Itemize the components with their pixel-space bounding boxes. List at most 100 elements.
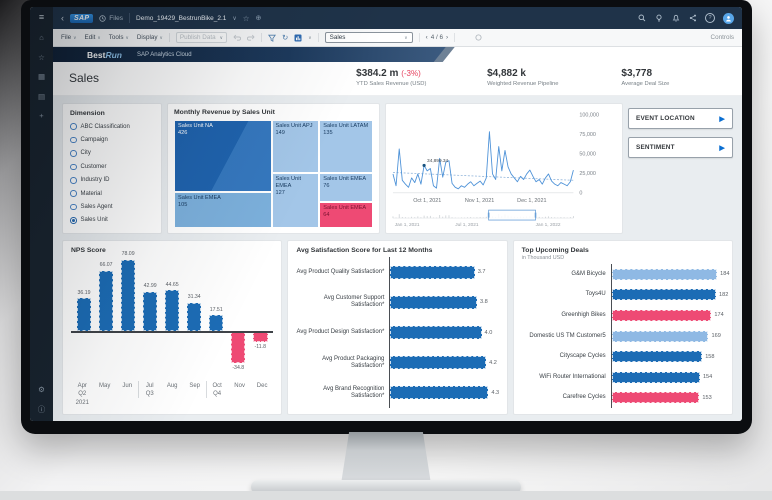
bar[interactable] <box>611 268 718 280</box>
nps-bar[interactable] <box>230 331 246 364</box>
nps-bar-group-jul[interactable]: 42.99 <box>139 258 161 380</box>
bar[interactable] <box>611 330 709 342</box>
nps-bar[interactable] <box>186 302 202 332</box>
chart-type-icon[interactable] <box>294 34 302 42</box>
share-icon[interactable] <box>688 14 697 23</box>
info-icon[interactable]: ⓘ <box>37 404 46 414</box>
dimension-option-sales-agent[interactable]: Sales Agent <box>70 200 154 213</box>
action-button-sentiment[interactable]: SENTIMENT ▶ <box>628 137 733 158</box>
bar[interactable] <box>390 356 487 370</box>
filter-icon[interactable] <box>267 34 276 42</box>
chevron-down-icon[interactable]: ∨ <box>308 34 312 40</box>
nps-chart[interactable]: 36.19 66.07 78.09 42.99 44.65 31.34 17.51 -34.8… <box>71 251 274 380</box>
action-button-event-location[interactable]: EVENT LOCATION ▶ <box>628 108 733 129</box>
nps-bar[interactable] <box>252 331 268 343</box>
bar[interactable] <box>390 386 489 400</box>
document-icon[interactable]: ▤ <box>37 91 46 101</box>
menu-icon[interactable]: ≡ <box>38 12 45 22</box>
bar[interactable] <box>611 392 700 404</box>
lightbulb-icon[interactable] <box>654 14 663 23</box>
kpi-weighted-revenue-pipeline[interactable]: $4,882 k Weighted Revenue Pipeline <box>487 68 559 87</box>
title-caret-icon[interactable]: ∨ <box>232 15 237 22</box>
nps-bar-group-aug[interactable]: 44.65 <box>161 258 183 380</box>
bar[interactable] <box>611 309 712 321</box>
bar-row-avg-customer-support-satisfaction[interactable]: Avg Customer Support Satisfaction* 3.8 <box>296 287 498 318</box>
satisfaction-chart[interactable]: Avg Product Quality Satisfaction* 3.7 Avg … <box>296 257 499 409</box>
bar[interactable] <box>390 326 482 339</box>
bar-row-avg-brand-recognition-satisfaction[interactable]: Avg Brand Recognition Satisfaction* 4.3 <box>296 377 499 409</box>
nps-bar-group-dec[interactable]: -11.8 <box>249 258 271 380</box>
home-icon[interactable]: ⌂ <box>39 33 44 42</box>
dimension-option-abc-classification[interactable]: ABC Classification <box>70 120 154 133</box>
kpi-ytd-sales-revenue[interactable]: $384.2 m (-3%) YTD Sales Revenue (USD) <box>356 68 427 87</box>
treemap-chart[interactable]: Sales Unit NA 426 Sales Unit EMEA 105 Sales … <box>174 120 373 228</box>
nps-bar[interactable] <box>120 259 136 332</box>
undo-icon[interactable] <box>233 34 241 41</box>
add-icon[interactable]: + <box>39 111 44 120</box>
treemap-node-sales-unit-emea[interactable]: Sales Unit EMEA 127 <box>271 172 320 228</box>
menu-display[interactable]: Display ∨ <box>137 34 163 41</box>
treemap-node-sales-unit-na[interactable]: Sales Unit NA 426 <box>174 120 272 193</box>
search-icon[interactable] <box>637 14 646 23</box>
dimension-option-industry-id[interactable]: Industry ID <box>70 174 154 187</box>
deals-chart[interactable]: G&M Bicycle 184 Toys4U 182 Greenhigh Bikes 17… <box>522 264 729 409</box>
nps-bar-group-oct[interactable]: 17.51 <box>205 258 227 380</box>
nps-bar-group-nov[interactable]: -34.8 <box>227 258 249 380</box>
nps-bar[interactable] <box>76 298 92 332</box>
bar-row-domestic-us-tm-customer5[interactable]: Domestic US TM Customer5 169 <box>522 325 724 347</box>
back-icon[interactable]: ‹ <box>61 13 64 23</box>
redo-icon[interactable] <box>246 34 255 41</box>
nps-bar[interactable] <box>98 270 114 332</box>
time-range-brush[interactable] <box>488 209 536 221</box>
nps-bar[interactable] <box>142 291 158 332</box>
treemap-node-sales-unit-emea[interactable]: Sales Unit EMEA 64 <box>319 202 373 228</box>
bar-row-toys4u[interactable]: Toys4U 182 <box>522 284 728 306</box>
bar-row-wifi-router-international[interactable]: WiFi Router International 154 <box>522 366 724 388</box>
menu-tools[interactable]: Tools ∨ <box>109 34 129 41</box>
treemap-node-sales-unit-emea[interactable]: Sales Unit EMEA 105 <box>174 192 272 228</box>
dimension-option-sales-unit[interactable]: Sales Unit <box>70 214 154 227</box>
nps-bar-group-may[interactable]: 66.07 <box>95 258 117 380</box>
nps-bar-group-jun[interactable]: 78.09 <box>117 251 139 380</box>
bar-row-avg-product-quality-satisfaction[interactable]: Avg Product Quality Satisfaction* 3.7 <box>296 257 498 288</box>
dimension-option-customer[interactable]: Customer <box>70 160 154 173</box>
bar-row-avg-product-packaging-satisfaction[interactable]: Avg Product Packaging Satisfaction* 4.2 <box>296 347 498 378</box>
bar-row-cityscape-cycles[interactable]: Cityscape Cycles 158 <box>522 346 724 367</box>
revenue-series-line[interactable] <box>392 131 574 190</box>
bar[interactable] <box>611 351 703 363</box>
help-icon[interactable]: ? <box>705 13 715 23</box>
settings-icon[interactable]: ⚙ <box>38 385 45 394</box>
notifications-icon[interactable] <box>671 14 680 23</box>
brush-handle-left[interactable] <box>487 212 490 218</box>
dimension-option-material[interactable]: Material <box>70 187 154 200</box>
globe-icon[interactable]: ⊕ <box>255 15 262 22</box>
nps-bar[interactable] <box>208 315 224 332</box>
brush-handle-right[interactable] <box>534 212 537 218</box>
menu-file[interactable]: File ∨ <box>61 34 77 41</box>
marked-data-point[interactable] <box>422 163 426 168</box>
bar-row-carefree-cycles[interactable]: Carefree Cycles 153 <box>522 387 724 409</box>
page-select[interactable]: Sales ∨ <box>324 32 413 43</box>
kpi-average-deal-size[interactable]: $3,778 Average Deal Size <box>621 68 670 87</box>
bar-row-greenhigh-bikes[interactable]: Greenhigh Bikes 174 <box>522 305 724 326</box>
dimension-option-city[interactable]: City <box>70 147 154 160</box>
revenue-line-chart[interactable]: 100,000 75,000 50,000 25,000 0 34,899.34 Oct 1… <box>390 107 618 230</box>
controls-label[interactable]: Controls <box>710 34 734 41</box>
profile-avatar[interactable] <box>723 12 734 24</box>
bar-row-g-m-bicycle[interactable]: G&M Bicycle 184 <box>522 264 729 285</box>
publish-data-button[interactable]: Publish Data ∨ <box>175 32 227 43</box>
treemap-node-sales-unit-apj[interactable]: Sales Unit APJ 149 <box>271 120 320 173</box>
menu-edit[interactable]: Edit ∨ <box>85 34 101 41</box>
treemap-node-sales-unit-emea[interactable]: Sales Unit EMEA 76 <box>319 172 373 203</box>
pager-next-icon[interactable]: › <box>446 34 449 41</box>
files-menu[interactable]: Files <box>99 15 123 22</box>
document-title[interactable]: Demo_19429_BestrunBike_2.1 <box>136 14 227 22</box>
bookmark-icon[interactable]: ☆ <box>38 52 45 62</box>
grid-icon[interactable]: ▦ <box>37 72 46 81</box>
bar[interactable] <box>390 295 477 309</box>
treemap-node-sales-unit-latam[interactable]: Sales Unit LATAM 135 <box>319 120 373 173</box>
bar[interactable] <box>611 371 700 383</box>
dimension-option-campaign[interactable]: Campaign <box>70 133 154 146</box>
bar[interactable] <box>390 265 475 279</box>
pager-prev-icon[interactable]: ‹ <box>425 34 428 41</box>
